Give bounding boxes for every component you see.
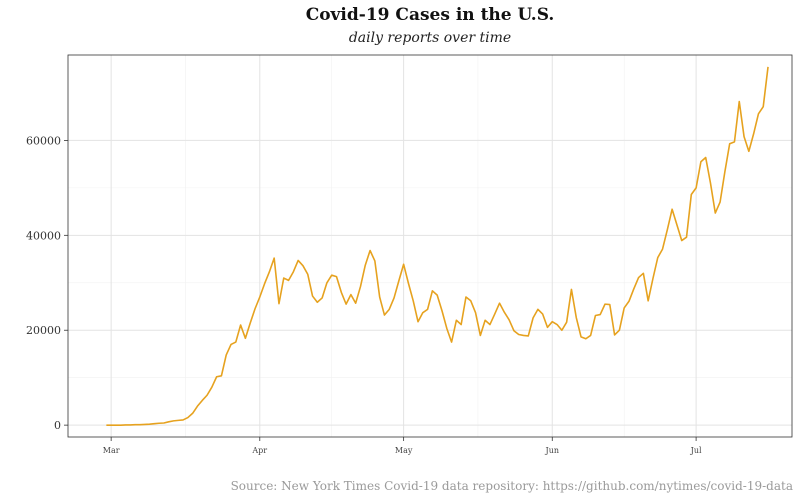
y-tick-label: 40000	[26, 229, 61, 242]
x-tick-label: Jul	[690, 446, 702, 455]
y-tick-label: 60000	[26, 134, 61, 147]
series-layer	[106, 66, 769, 426]
chart-subtitle: daily reports over time	[349, 30, 511, 46]
series-line-daily-cases	[106, 66, 769, 426]
chart-title: Covid-19 Cases in the U.S.	[306, 5, 555, 25]
grid	[68, 55, 792, 437]
axes: 0 20000 40000 60000 Mar Apr May Jun Jul	[26, 134, 702, 455]
x-tick-label: Mar	[103, 446, 120, 455]
y-tick-label: 20000	[26, 324, 61, 337]
x-tick-label: Apr	[251, 446, 267, 455]
x-tick-label: May	[395, 446, 413, 455]
y-tick-label: 0	[54, 419, 61, 432]
chart-caption: Source: New York Times Covid-19 data rep…	[231, 479, 793, 493]
x-tick-label: Jun	[545, 446, 560, 455]
plot-panel-border	[67, 54, 793, 438]
